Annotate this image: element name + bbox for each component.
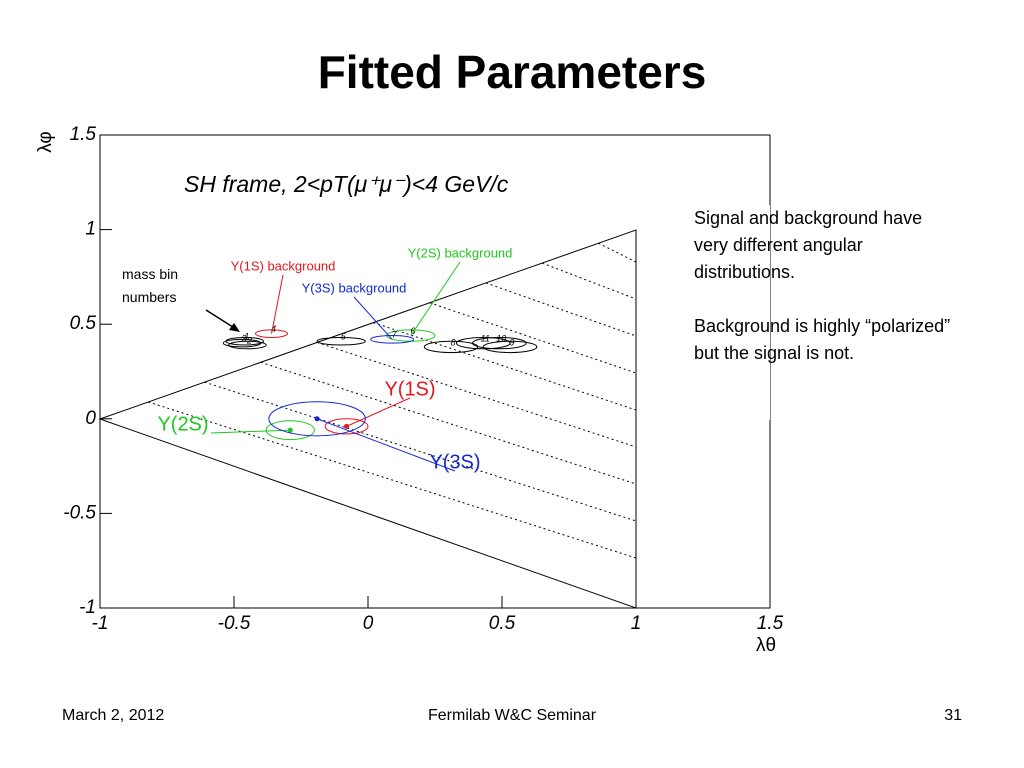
bin-label: 4 (271, 324, 276, 334)
y-tick-label: 0.5 (70, 313, 97, 334)
y-tick-label: 1.5 (70, 124, 97, 145)
contour-line (260, 361, 637, 485)
error-ellipse (228, 340, 267, 350)
error-ellipse (265, 420, 315, 441)
y-tick-label: -0.5 (63, 502, 96, 523)
contour-line (316, 341, 637, 448)
contour-line (542, 262, 637, 300)
series-label: Y(2S) background (408, 245, 513, 260)
contour-line (429, 302, 637, 374)
bin-label: 1 (244, 332, 249, 342)
footer-page: 31 (944, 707, 962, 724)
bin-label: 2 (246, 335, 252, 345)
y-tick-label: 1 (85, 219, 96, 240)
error-ellipse (455, 336, 511, 350)
x-tick-label: -0.5 (218, 613, 251, 634)
series-label: Y(3S) (429, 451, 480, 473)
error-ellipse (482, 340, 538, 354)
side-paragraph: Signal and background have very differen… (694, 208, 923, 282)
x-tick-label: 0 (363, 613, 374, 634)
bin-label: 7 (392, 330, 398, 340)
leader-line (210, 429, 291, 434)
contour-line (373, 322, 637, 411)
leader-line (271, 274, 284, 334)
physical-boundary (98, 229, 637, 609)
series-label: Y(3S) background (302, 280, 407, 295)
footer-event: Fermilab W&C Seminar (427, 707, 597, 724)
annotation: mass bin numbers (122, 266, 179, 305)
series-label: Y(2S) (157, 413, 208, 435)
bin-label: 6 (410, 326, 415, 336)
x-axis-label: λθ (756, 635, 776, 656)
text-backdrop (686, 205, 770, 420)
leader-line (410, 261, 461, 336)
series-label: Y(1S) background (231, 258, 336, 273)
bin-label: 8 (451, 337, 456, 347)
contour-line (204, 381, 637, 522)
y-axis-label: λφ (35, 131, 56, 152)
x-tick-label: -1 (92, 613, 109, 634)
arrow-head (229, 323, 240, 332)
plot-title: SH frame, 2<pT(μ⁺μ⁻)<4 GeV/c (184, 171, 509, 197)
contour-line (598, 242, 637, 263)
side-paragraph: Background is highly “polarized” but the… (694, 316, 951, 363)
leader-line (346, 397, 411, 427)
arrow (205, 309, 237, 330)
error-ellipse (254, 329, 289, 338)
error-ellipse (324, 418, 369, 435)
x-tick-label: 1.5 (757, 613, 784, 634)
contour-line (148, 401, 637, 559)
slide-title: Fitted Parameters (317, 46, 707, 98)
bin-label: 11 (481, 333, 490, 343)
y-tick-label: 0 (85, 408, 96, 429)
plot-frame (99, 134, 771, 609)
bin-label: 9 (510, 337, 515, 347)
contour-line (485, 282, 637, 337)
error-ellipse (472, 336, 527, 350)
leader-line (353, 296, 393, 340)
bin-label: 3 (242, 333, 247, 343)
side-text: Signal and background have very differen… (694, 205, 954, 367)
error-ellipse (316, 336, 366, 346)
y-tick-label: -1 (79, 597, 96, 618)
footer-date: March 2, 2012 (62, 707, 165, 724)
error-ellipse (370, 335, 415, 344)
x-tick-label: 0.5 (489, 613, 516, 634)
bin-label: 5 (341, 332, 347, 342)
error-ellipse (268, 401, 366, 437)
leader-line (316, 418, 456, 472)
error-ellipse (222, 338, 262, 348)
x-tick-label: 1 (631, 613, 642, 634)
series-label: Y(1S) (384, 378, 435, 400)
